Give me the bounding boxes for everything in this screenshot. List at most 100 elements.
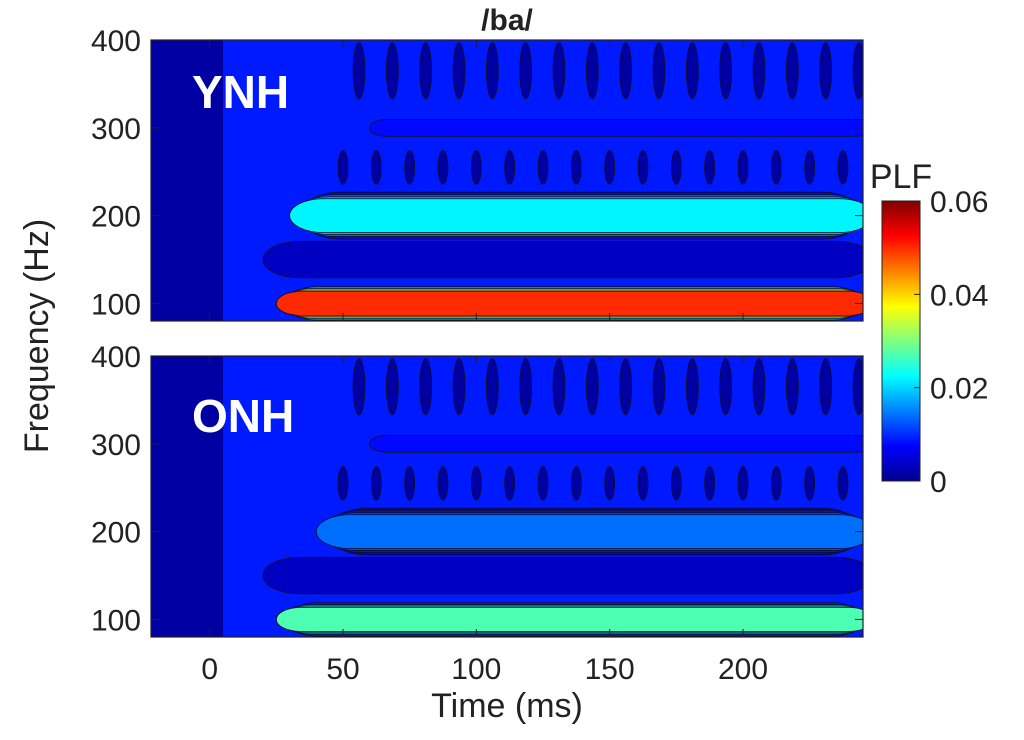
heatmap-blob — [819, 42, 833, 100]
heatmap-blob — [670, 150, 682, 185]
heatmap-blob — [785, 358, 799, 416]
heatmap-blob — [585, 358, 599, 416]
heatmap-blob — [737, 150, 749, 185]
heatmap-blob — [652, 358, 666, 416]
heatmap-onh — [151, 356, 863, 637]
chart-title: /ba/ — [481, 4, 533, 37]
heatmap-blob — [419, 42, 433, 100]
heatmap-blob — [352, 42, 366, 100]
heatmap-blob — [537, 466, 549, 501]
heatmap-blob — [470, 466, 482, 501]
colorbar-tick-label: 0.02 — [930, 373, 988, 406]
x-axis-label: Time (ms) — [431, 687, 583, 725]
heatmap-blob — [704, 150, 716, 185]
heatmap-blob — [370, 466, 382, 501]
heatmap-blob — [619, 358, 633, 416]
heatmap-blob — [652, 42, 666, 100]
heatmap-blob — [752, 358, 766, 416]
heatmap-blob — [637, 466, 649, 501]
axis-ticks-onh: 100 200 300 400 0 50 100 150 200 — [91, 341, 863, 686]
heatmap-blob — [452, 42, 466, 100]
heatmap-blob — [552, 358, 566, 416]
heatmap-band-200hz — [315, 514, 863, 549]
heatmap-band-150hz — [262, 556, 863, 595]
heatmap-blob — [337, 466, 349, 501]
heatmap-blob — [504, 466, 516, 501]
heatmap-blob — [519, 42, 533, 100]
heatmap-blob — [704, 466, 716, 501]
heatmap-blob — [852, 358, 863, 416]
colorbar-tick-label: 0.06 — [930, 186, 988, 219]
heatmap-blob — [719, 358, 733, 416]
heatmap-ynh — [151, 40, 863, 321]
y-tick-label: 200 — [91, 517, 141, 550]
y-axis-label: Frequency (Hz) — [18, 219, 56, 453]
heatmap-blob — [819, 358, 833, 416]
colorbar-label: PLF — [870, 158, 932, 196]
plot-frame-onh — [150, 355, 864, 638]
heatmap-blob — [637, 150, 649, 185]
heatmap-blob — [837, 150, 849, 185]
heatmap-blob — [685, 42, 699, 100]
heatmap-blob — [619, 42, 633, 100]
x-tick-label: 200 — [718, 653, 768, 686]
heatmap-band-200hz — [289, 198, 863, 233]
x-tick-label: 100 — [451, 653, 501, 686]
heatmap-band-300hz — [369, 118, 863, 137]
colorbar-gradient — [881, 200, 921, 482]
heatmap-blob — [604, 150, 616, 185]
heatmap-blob — [352, 358, 366, 416]
heatmap-blob — [570, 466, 582, 501]
axis-ticks-ynh: 100 200 300 400 — [91, 25, 863, 321]
heatmap-blob — [852, 42, 863, 100]
panel-ynh: 100 200 300 400 YNH — [91, 25, 864, 322]
x-tick-label: 0 — [201, 653, 218, 686]
heatmap-blob — [552, 42, 566, 100]
colorbar-ticks: 0 0.02 0.04 0.06 — [914, 186, 988, 499]
heatmap-blob — [804, 466, 816, 501]
heatmap-band-100hz — [275, 607, 863, 632]
heatmap-blob — [770, 466, 782, 501]
heatmap-blob — [485, 42, 499, 100]
heatmap-blob — [537, 150, 549, 185]
heatmap-blob — [670, 466, 682, 501]
heatmap-blob — [370, 150, 382, 185]
y-tick-label: 300 — [91, 113, 141, 146]
heatmap-blob — [404, 466, 416, 501]
heatmap-blob — [504, 150, 516, 185]
x-tick-label: 50 — [326, 653, 359, 686]
heatmap-blob — [752, 42, 766, 100]
y-tick-label: 100 — [91, 288, 141, 321]
panel-label-ynh: YNH — [192, 66, 289, 118]
heatmap-blob — [452, 358, 466, 416]
y-tick-label: 100 — [91, 604, 141, 637]
heatmap-blob — [837, 466, 849, 501]
heatmap-prestim-region — [151, 356, 223, 637]
heatmap-blob — [685, 358, 699, 416]
heatmap-blob — [785, 42, 799, 100]
heatmap-blob — [519, 358, 533, 416]
colorbar: 0 0.02 0.04 0.06 PLF — [870, 158, 989, 499]
colorbar-tick-label: 0 — [930, 466, 947, 499]
heatmap-band-300hz — [369, 434, 863, 453]
x-tick-label: 150 — [585, 653, 635, 686]
heatmap-blob — [604, 466, 616, 501]
heatmap-blob — [437, 466, 449, 501]
heatmap-blob — [737, 466, 749, 501]
heatmap-blob — [385, 358, 399, 416]
heatmap-blob — [385, 42, 399, 100]
heatmap-blob — [404, 150, 416, 185]
heatmap-blob — [337, 150, 349, 185]
heatmap-band-100hz — [275, 291, 863, 316]
heatmap-blob — [585, 42, 599, 100]
y-tick-label: 400 — [91, 341, 141, 374]
panel-onh: 100 200 300 400 0 50 100 150 200 ONH — [91, 341, 864, 686]
y-tick-label: 300 — [91, 429, 141, 462]
heatmap-blob — [804, 150, 816, 185]
plot-frame-ynh — [150, 39, 864, 322]
heatmap-blob — [470, 150, 482, 185]
y-tick-label: 400 — [91, 25, 141, 58]
y-tick-label: 200 — [91, 201, 141, 234]
heatmap-blob — [770, 150, 782, 185]
heatmap-blob — [719, 42, 733, 100]
